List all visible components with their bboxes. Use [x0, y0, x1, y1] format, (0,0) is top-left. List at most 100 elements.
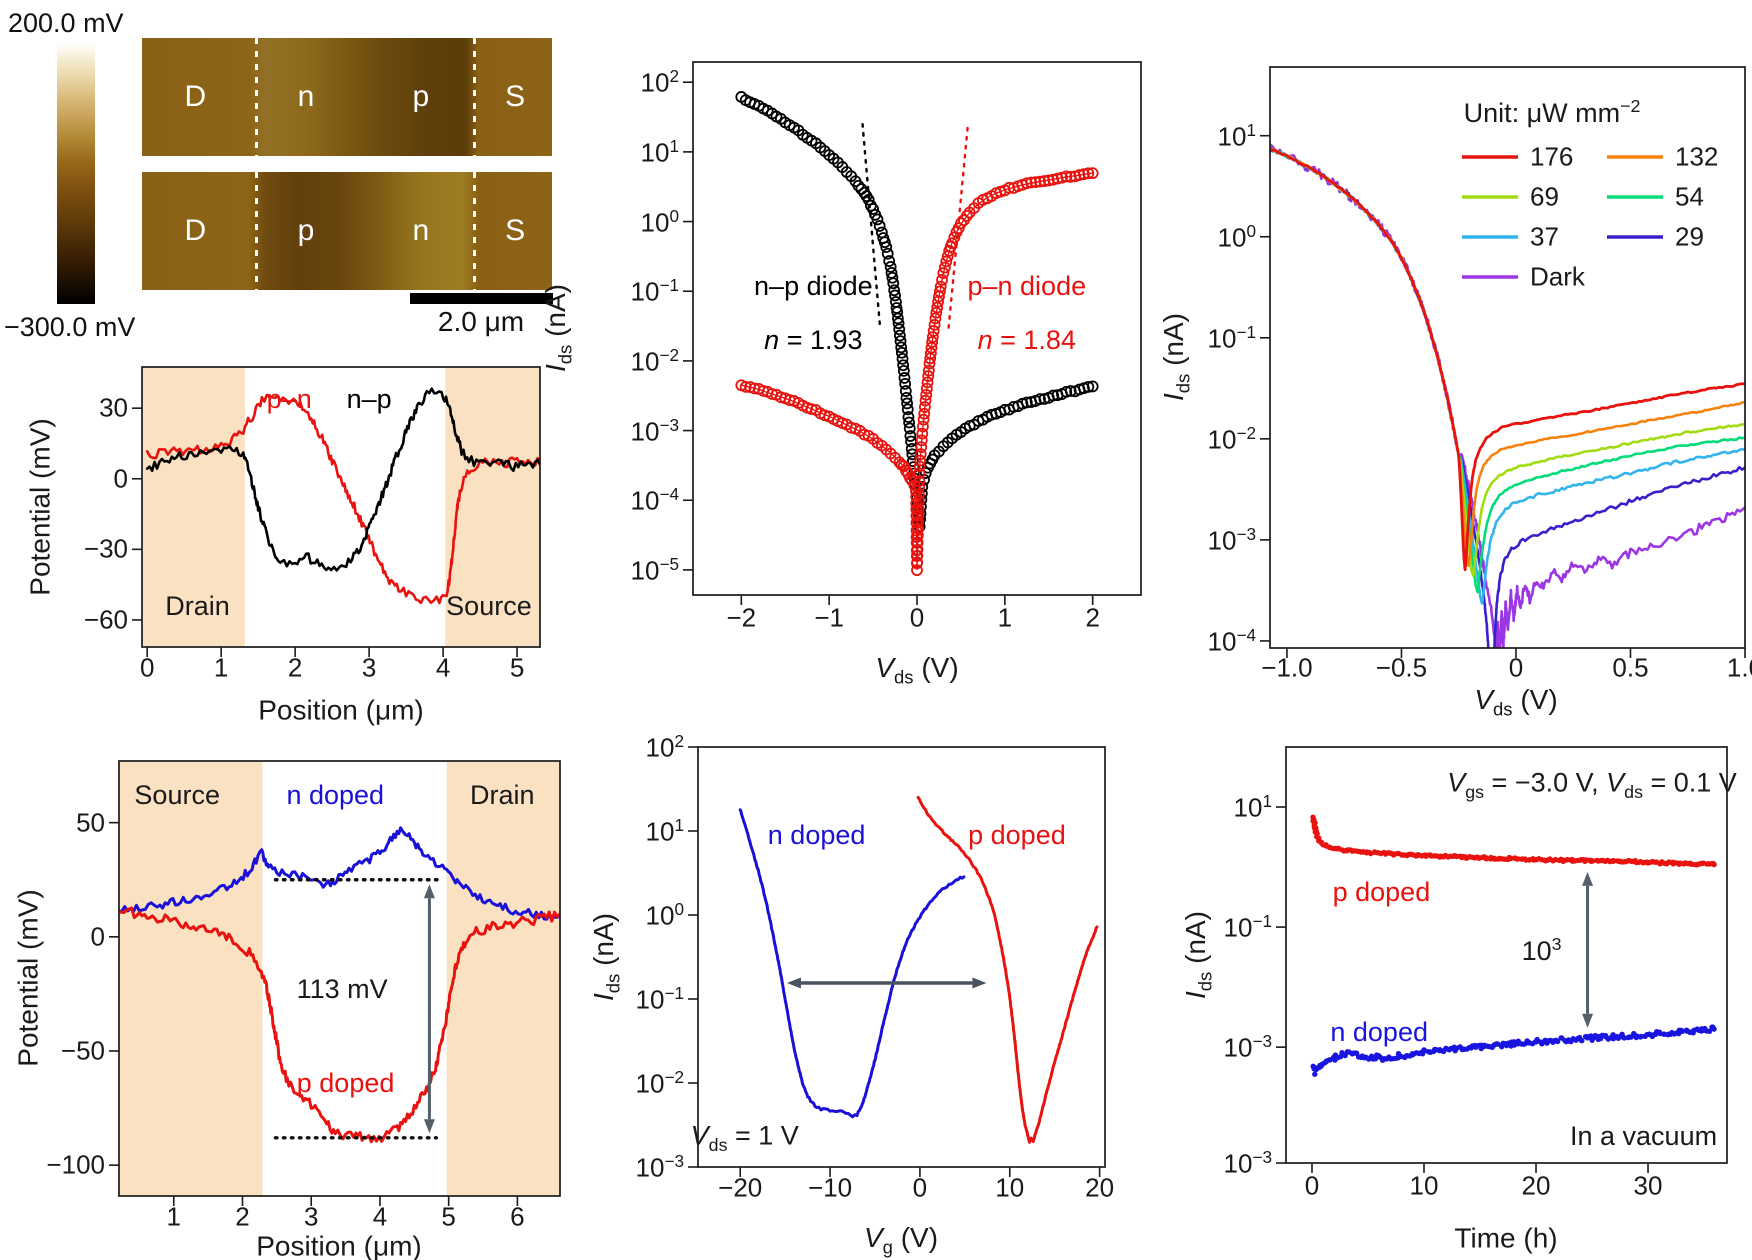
annotation: In a vacuum: [1570, 1120, 1718, 1151]
tick-label-y: 30: [99, 392, 128, 423]
tick-label-y: −100: [46, 1149, 105, 1180]
tick-label-x: 10: [995, 1172, 1025, 1203]
annotation: n doped: [286, 780, 385, 811]
tick-label-y: 10−3: [630, 414, 679, 447]
y-axis-label: Potential (mV): [12, 889, 44, 1067]
tick-label-x: 5: [441, 1201, 456, 1232]
tick-label-y: 10−4: [630, 484, 679, 516]
tick-label-x: 0.5: [1612, 652, 1649, 683]
tick-label-x: 4: [372, 1201, 388, 1232]
annotation: p doped: [296, 1067, 395, 1098]
legend-item-label: Dark: [1530, 261, 1585, 292]
tick-label-y: 101: [645, 815, 684, 847]
y-axis-label: Potential (mV): [24, 418, 56, 596]
y-axis-label: Ids (nA): [540, 284, 576, 372]
annotation: p–n: [266, 383, 312, 414]
chart-profile_diode: [132, 366, 541, 657]
legend-item-label: 132: [1675, 141, 1719, 172]
tick-label-y: 10−3: [1207, 523, 1256, 556]
tick-label-x: −1: [814, 602, 844, 633]
annotation: p–n diode: [967, 270, 1087, 301]
tick-label-x: 0: [1508, 652, 1524, 683]
tick-label-y: 0: [113, 463, 128, 494]
region-label-p: p: [412, 80, 430, 113]
y-axis-label: Ids (nA): [1180, 911, 1216, 999]
tick-label-x: 0: [139, 652, 155, 683]
tick-label-y: 0: [90, 921, 105, 952]
tick-label-y: 10−1: [1223, 911, 1272, 943]
annotation: Vgs = −3.0 V, Vds = 0.1 V: [1447, 767, 1737, 803]
x-axis-label: Vds (V): [875, 652, 959, 688]
tick-label-x: 1: [166, 1201, 181, 1232]
legend-item-label: 37: [1530, 221, 1559, 252]
legend-item-label: 176: [1530, 141, 1574, 172]
region-boundary-dotted-line: [472, 38, 476, 156]
legend-title: Unit: μW mm−2: [1463, 95, 1641, 128]
tick-label-x: −20: [718, 1172, 763, 1203]
region-boundary-dotted-line: [255, 172, 259, 290]
region-label-n: n: [297, 80, 315, 113]
annotation: n = 1.93: [764, 324, 863, 355]
tick-label-x: 3: [303, 1201, 319, 1232]
tick-label-x: 2: [235, 1201, 250, 1232]
tick-label-x: −0.5: [1375, 652, 1428, 683]
colorbar: [57, 42, 95, 304]
x-axis-label: Time (h): [1454, 1222, 1558, 1254]
tick-label-y: 10−5: [630, 553, 679, 586]
annotation: n doped: [1330, 1016, 1428, 1047]
tick-label-y: 102: [640, 66, 679, 98]
tick-label-y: 10−2: [630, 344, 679, 377]
tick-label-x: 10: [1409, 1170, 1439, 1201]
tick-label-y: 50: [76, 806, 105, 837]
tick-label-y: 100: [645, 899, 684, 931]
tick-label-y: 10−3: [635, 1151, 684, 1183]
chart-profile_doped: [109, 760, 561, 1206]
annotation: n doped: [767, 819, 866, 850]
tick-label-x: 30: [1633, 1170, 1663, 1201]
tick-label-y: 10−3: [1223, 1031, 1272, 1063]
tick-label-y: 100: [640, 205, 679, 238]
tick-label-y: 10−4: [1207, 624, 1256, 657]
annotation: Vds = 1 V: [690, 1120, 799, 1156]
colorbar-min-label: −300.0 mV: [4, 312, 136, 342]
tick-label-y: 101: [640, 135, 679, 168]
annotation: p doped: [968, 819, 1066, 850]
scale-bar-label: 2.0 μm: [437, 306, 525, 337]
annotation: n–p diode: [754, 270, 873, 301]
annotation: n = 1.84: [977, 324, 1076, 355]
region-boundary-dotted-line: [255, 38, 259, 156]
tick-label-x: 6: [510, 1201, 525, 1232]
tick-label-x: −2: [726, 602, 757, 633]
tick-label-y: 100: [1217, 220, 1256, 253]
tick-label-y: 10−2: [1207, 422, 1256, 455]
tick-label-y: 10−3: [1223, 1147, 1272, 1179]
chart-transfer_iv: [688, 746, 1106, 1177]
chart-stability: [1276, 746, 1728, 1173]
region-label-S: S: [505, 80, 526, 113]
region-label-D: D: [184, 80, 207, 113]
y-axis-label: Ids (nA): [1158, 313, 1194, 401]
tick-label-x: −10: [808, 1172, 853, 1203]
tick-label-y: 10−1: [1207, 321, 1256, 354]
annotation: Drain: [165, 590, 230, 621]
tick-label-x: 20: [1521, 1170, 1551, 1201]
tick-label-x: 4: [435, 652, 451, 683]
tick-label-x: 20: [1085, 1172, 1115, 1203]
tick-label-y: −30: [83, 533, 128, 564]
tick-label-x: 1: [213, 652, 229, 683]
colorbar-max-label: 200.0 mV: [8, 8, 124, 38]
annotation: Source: [446, 590, 532, 621]
y-axis-label: Ids (nA): [588, 913, 624, 1001]
x-axis-label: Position (μm): [258, 694, 424, 726]
tick-label-x: 1.0: [1726, 652, 1752, 683]
x-axis-label: Position (μm): [256, 1230, 422, 1260]
annotation: 103: [1521, 933, 1562, 966]
tick-label-y: 102: [645, 731, 684, 763]
x-axis-label: Vg (V): [863, 1222, 939, 1258]
region-label-p: p: [297, 214, 315, 247]
chart-diode_iv: [683, 61, 1142, 605]
annotation: Drain: [470, 780, 535, 811]
region-label-D: D: [184, 214, 207, 247]
annotation: Source: [134, 780, 220, 811]
